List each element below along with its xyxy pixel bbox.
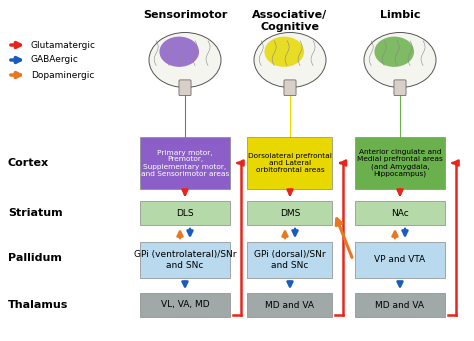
Ellipse shape [254, 32, 326, 88]
Ellipse shape [159, 36, 199, 67]
FancyBboxPatch shape [284, 80, 296, 95]
FancyBboxPatch shape [355, 201, 445, 225]
Ellipse shape [264, 36, 304, 67]
Text: Sensorimotor: Sensorimotor [143, 10, 227, 20]
Text: Limbic: Limbic [380, 10, 420, 20]
FancyBboxPatch shape [394, 80, 406, 95]
FancyBboxPatch shape [140, 242, 230, 278]
FancyBboxPatch shape [140, 293, 230, 317]
Text: GPi (dorsal)/SNr
and SNc: GPi (dorsal)/SNr and SNc [254, 250, 326, 270]
FancyBboxPatch shape [247, 201, 332, 225]
Text: GPi (ventrolateral)/SNr
and SNc: GPi (ventrolateral)/SNr and SNc [134, 250, 236, 270]
Text: Cortex: Cortex [8, 158, 49, 168]
FancyBboxPatch shape [355, 242, 445, 278]
Text: Pallidum: Pallidum [8, 253, 62, 263]
Text: Associative/
Cognitive: Associative/ Cognitive [252, 10, 328, 32]
Text: Primary motor,
Premotor,
Supplementary motor,
and Sensorimotor areas: Primary motor, Premotor, Supplementary m… [141, 149, 229, 177]
Ellipse shape [149, 32, 221, 88]
Text: DLS: DLS [176, 208, 194, 218]
Text: VP and VTA: VP and VTA [374, 255, 426, 265]
FancyBboxPatch shape [140, 137, 230, 189]
FancyBboxPatch shape [247, 293, 332, 317]
Text: MD and VA: MD and VA [375, 300, 425, 310]
Text: Striatum: Striatum [8, 208, 63, 218]
FancyBboxPatch shape [247, 137, 332, 189]
Text: MD and VA: MD and VA [265, 300, 315, 310]
Text: Thalamus: Thalamus [8, 300, 68, 310]
FancyBboxPatch shape [355, 137, 445, 189]
Text: Anterior cingulate and
Medial prefrontal areas
(and Amygdala,
Hippocampus): Anterior cingulate and Medial prefrontal… [357, 149, 443, 177]
Ellipse shape [364, 32, 436, 88]
Text: VL, VA, MD: VL, VA, MD [161, 300, 210, 310]
FancyBboxPatch shape [140, 201, 230, 225]
Text: GABAergic: GABAergic [31, 56, 79, 64]
Text: NAc: NAc [391, 208, 409, 218]
Ellipse shape [374, 36, 414, 67]
Text: Glutamatergic: Glutamatergic [31, 41, 96, 49]
Text: DMS: DMS [280, 208, 300, 218]
Text: Dorsolateral prefrontal
and Lateral
orbitofrontal areas: Dorsolateral prefrontal and Lateral orbi… [248, 153, 332, 173]
FancyBboxPatch shape [247, 242, 332, 278]
Text: Dopaminergic: Dopaminergic [31, 71, 94, 79]
FancyBboxPatch shape [355, 293, 445, 317]
FancyBboxPatch shape [179, 80, 191, 95]
